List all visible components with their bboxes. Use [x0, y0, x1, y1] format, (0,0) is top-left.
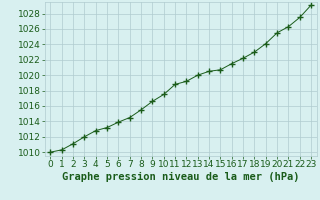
X-axis label: Graphe pression niveau de la mer (hPa): Graphe pression niveau de la mer (hPa) — [62, 172, 300, 182]
